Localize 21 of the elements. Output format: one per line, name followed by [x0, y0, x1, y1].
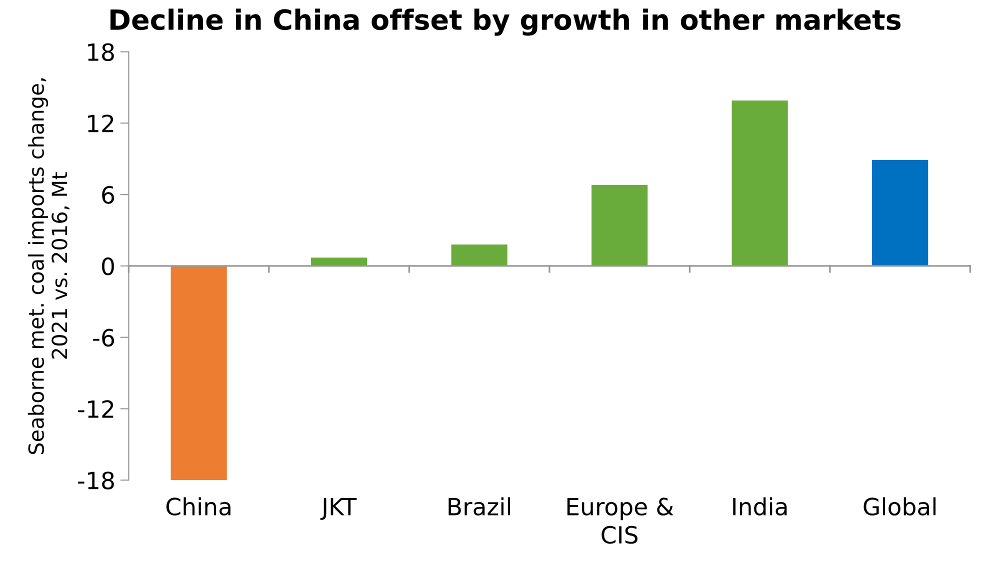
x-tick-label: Global	[864, 497, 936, 516]
x-tick-label: China	[166, 497, 230, 516]
bar	[872, 160, 928, 266]
y-tick-label: -6	[93, 328, 114, 347]
chart-title: Decline in China offset by growth in other markets	[110, 8, 901, 36]
bar	[311, 258, 368, 266]
y-tick-label: -12	[78, 400, 114, 418]
x-tick-label: Brazil	[448, 497, 510, 516]
y-tick-label: 6	[102, 186, 114, 204]
bar	[170, 266, 227, 480]
y-axis-title: Seaborne met. coal imports change, 2021 vs. 2016, Mt	[28, 78, 70, 454]
bar	[451, 244, 508, 266]
x-tick-label: JKT	[320, 498, 357, 520]
y-tick-label: 12	[88, 114, 114, 132]
bar	[592, 185, 648, 266]
y-tick-label: 0	[102, 257, 114, 276]
y-tick-label: 18	[88, 43, 114, 62]
x-tick-label: India	[733, 497, 787, 516]
y-tick-label: -18	[78, 472, 114, 490]
bar	[732, 100, 788, 266]
x-tick-label: Europe & CIS	[567, 498, 674, 544]
